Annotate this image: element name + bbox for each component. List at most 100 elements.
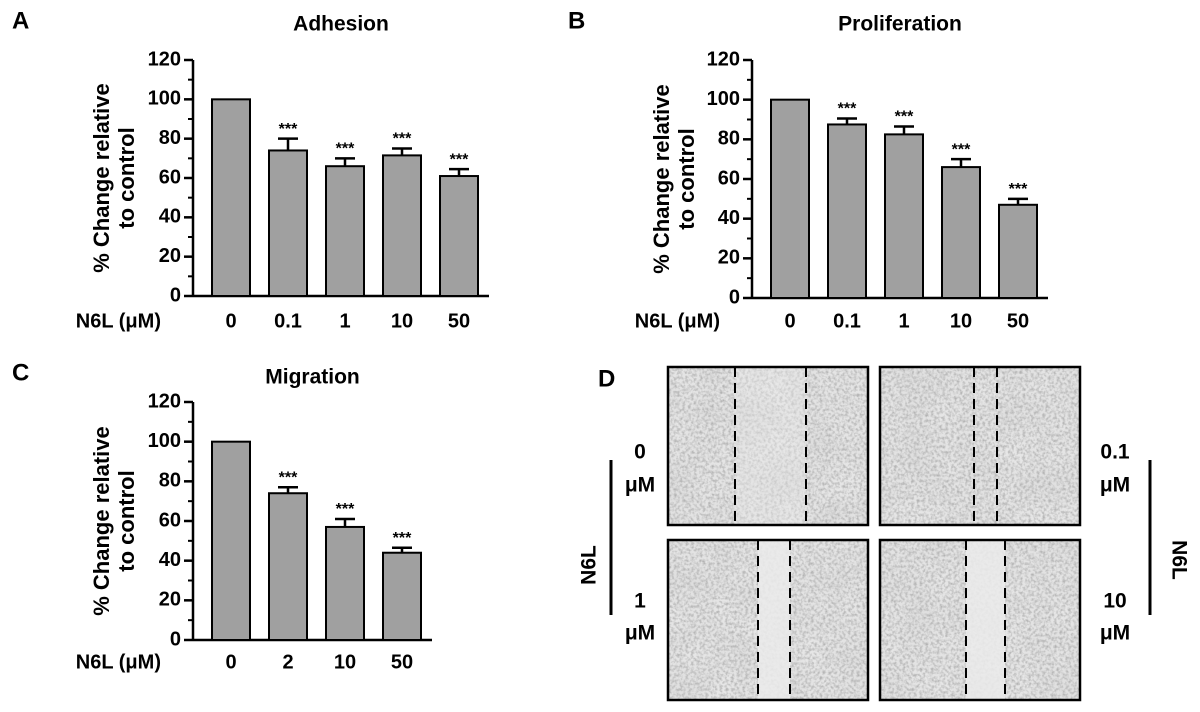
y-axis-label: % Change relative [89,426,114,616]
unit-label: μM [625,622,655,645]
bar [268,149,308,297]
x-tick-label: 50 [1007,310,1029,332]
unit-label: μM [1100,474,1130,497]
error-bar [951,157,971,168]
x-tick-label: 0 [784,310,795,332]
y-tick-label: 80 [159,470,181,492]
error-bar [335,517,355,527]
bar [439,175,479,298]
panel-letter: B [568,7,585,34]
y-axis-label: to control [674,128,699,229]
y-tick-label: 60 [159,509,181,531]
y-tick-label: 120 [148,390,181,412]
y-axis-label: to control [114,470,139,571]
y-tick-label: 60 [159,166,181,188]
chart-title: Migration [265,366,360,389]
significance-label: *** [393,131,412,148]
y-tick-label: 80 [159,127,181,149]
micrograph [666,538,870,702]
significance-label: *** [952,141,971,158]
error-bar [894,125,914,135]
error-bar [392,147,412,156]
bar-chart: B Proliferation % Change relative to contro… [568,7,1048,332]
bar [211,98,251,298]
x-tick-label: 1 [898,310,909,332]
significance-label: *** [450,151,469,168]
error-bar [837,117,857,125]
micrograph [878,365,1082,527]
error-bar [1008,197,1028,205]
bar [325,525,365,642]
chart-title: Adhesion [293,13,389,36]
bar [827,123,867,300]
y-axis-label: % Change relative [89,83,114,273]
panel-d: D N6L N6L 0 μM 0.1 μM 1 μM 10 μM [578,365,1190,702]
y-tick-label: 80 [718,128,740,150]
bar [884,133,924,299]
x-tick-label: 0.1 [274,310,302,332]
bar [382,551,422,642]
x-tick-label: 0 [225,310,236,332]
bar [268,492,308,641]
group-label: N6L [578,545,601,585]
y-tick-label: 0 [170,284,181,306]
x-axis-label: N6L (μM) [76,310,161,332]
dose-label: 0 [634,441,646,464]
y-tick-label: 40 [718,207,740,229]
x-tick-label: 50 [448,310,470,332]
bar-chart: A Adhesion % Change relative to control N6L … [12,7,489,332]
chart-title: Proliferation [838,13,962,36]
significance-label: *** [336,501,355,518]
x-tick-label: 0.1 [833,310,861,332]
y-tick-label: 100 [148,88,181,110]
x-tick-label: 10 [950,310,972,332]
y-tick-label: 100 [148,430,181,452]
significance-label: *** [279,121,298,138]
bar [325,165,365,297]
panel-letter: D [598,365,615,392]
bar [941,166,981,299]
significance-label: *** [1009,181,1028,198]
micrograph [666,365,870,527]
y-tick-label: 20 [159,589,181,611]
y-tick-label: 40 [159,206,181,228]
error-bar [278,137,298,151]
dose-label: 10 [1103,590,1126,613]
y-tick-label: 60 [718,167,740,189]
dose-label: 0.1 [1100,441,1130,464]
dose-label: 1 [634,590,646,613]
x-tick-label: 50 [391,651,413,673]
x-axis-label: N6L (μM) [76,651,161,673]
x-axis-label: N6L (μM) [635,310,720,332]
bar [998,203,1038,300]
y-tick-label: 120 [148,48,181,70]
y-axis-label: % Change relative [649,84,674,274]
error-bar [335,157,355,167]
x-tick-label: 10 [334,651,356,673]
error-bar [449,167,469,177]
panel-letter: C [12,359,29,386]
significance-label: *** [393,530,412,547]
y-tick-label: 0 [170,628,181,650]
y-tick-label: 20 [159,245,181,267]
x-tick-label: 10 [391,310,413,332]
y-tick-label: 20 [718,247,740,269]
y-tick-label: 0 [729,286,740,308]
micrograph [878,538,1082,702]
error-bar [392,546,412,553]
y-tick-label: 120 [707,48,740,70]
bar-chart: C Migration % Change relative to control N6L… [12,359,432,673]
panel-letter: A [12,7,29,34]
bar [770,98,810,299]
bar [382,154,422,297]
unit-label: μM [625,474,655,497]
unit-label: μM [1100,622,1130,645]
x-tick-label: 2 [282,651,293,673]
y-tick-label: 40 [159,549,181,571]
y-axis-label: to control [114,127,139,228]
group-label: N6L [1167,540,1190,580]
significance-label: *** [895,109,914,126]
x-tick-label: 1 [339,310,350,332]
significance-label: *** [279,470,298,487]
bar [211,440,251,641]
